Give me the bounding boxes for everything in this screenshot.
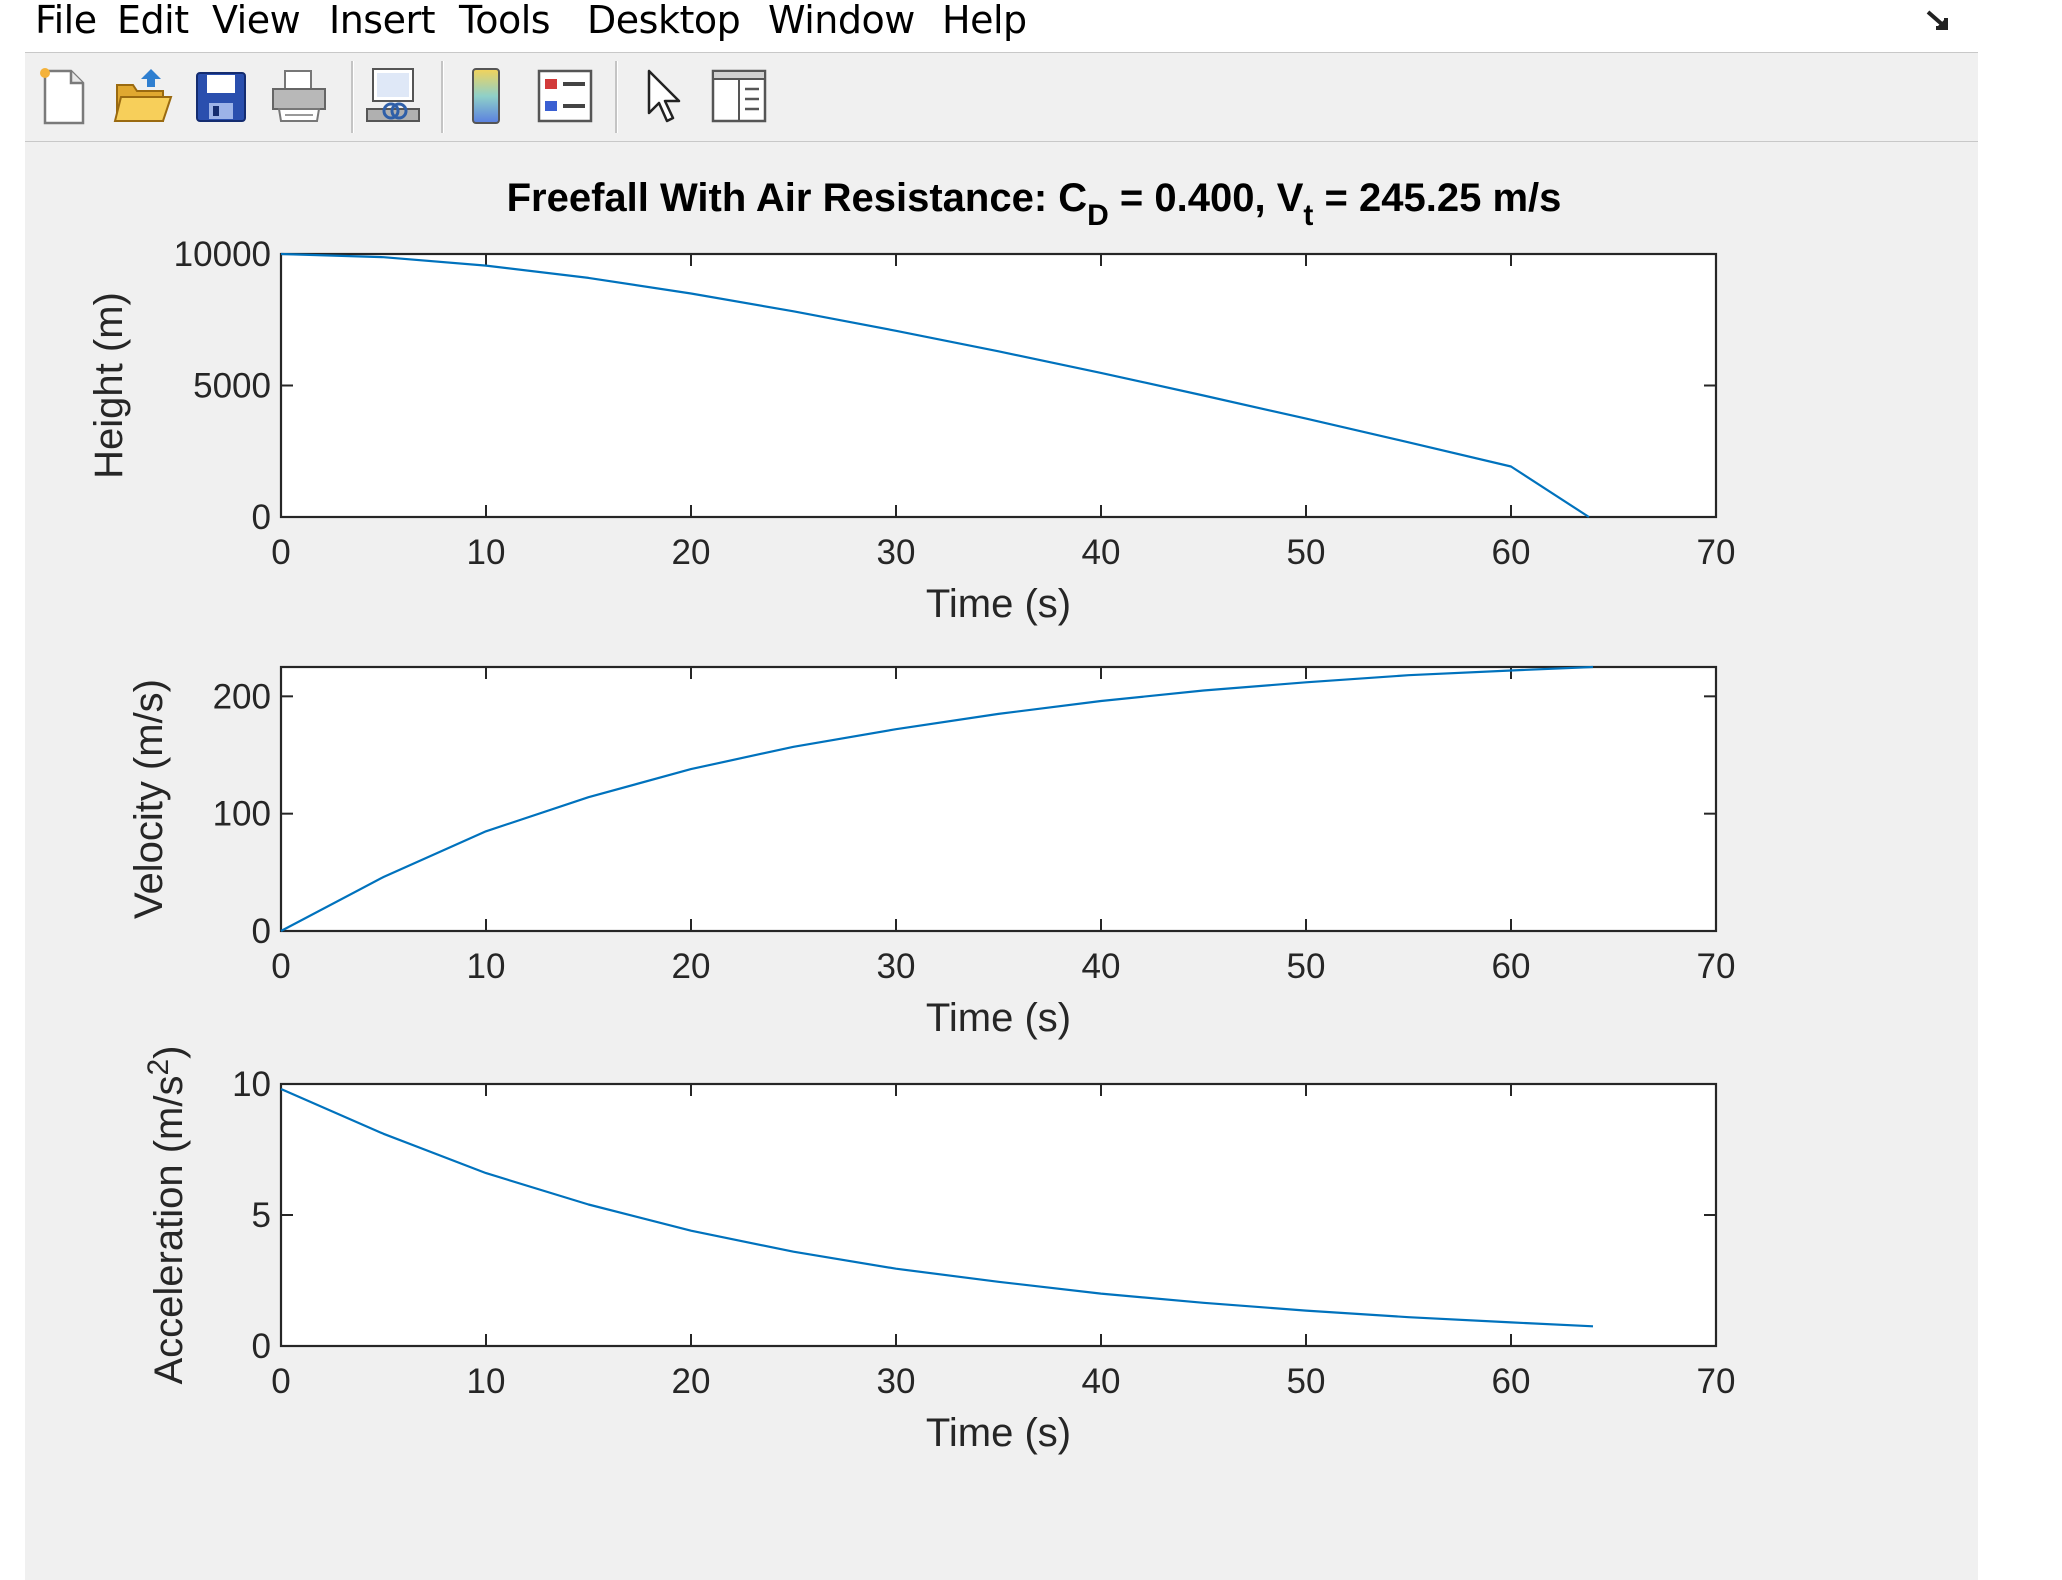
menu-desktop[interactable]: Desktop (587, 0, 741, 42)
y-tick-label: 5 (252, 1196, 271, 1235)
y-tick-label: 200 (213, 677, 271, 716)
pointer-icon[interactable] (629, 63, 693, 129)
x-tick-label: 50 (1287, 947, 1326, 986)
y-tick-label: 5000 (193, 367, 271, 406)
x-tick-label: 10 (467, 1362, 506, 1401)
y-axis-label: Acceleration (m/s2) (142, 1046, 191, 1385)
x-tick-label: 60 (1492, 533, 1531, 572)
y-tick-label: 100 (213, 795, 271, 834)
x-tick-label: 70 (1697, 1362, 1736, 1401)
menu-edit[interactable]: Edit (117, 0, 189, 42)
x-tick-label: 50 (1287, 1362, 1326, 1401)
x-tick-label: 40 (1082, 533, 1121, 572)
toolbar-separator (615, 61, 618, 133)
x-tick-label: 20 (672, 947, 711, 986)
y-axis-label: Velocity (m/s) (127, 679, 171, 919)
menu-view[interactable]: View (212, 0, 301, 42)
axes-box (279, 252, 1718, 519)
new-figure-icon[interactable] (31, 63, 95, 129)
x-tick-label: 70 (1697, 533, 1736, 572)
subplot-2[interactable]: 0 10 20 30 40 50 60 70 0 100 200 Time (s) Velocity (… (127, 665, 1736, 1040)
print-icon[interactable] (267, 63, 331, 129)
axes-box (279, 665, 1718, 933)
y-tick-label: 10000 (174, 235, 271, 274)
x-tick-label: 30 (877, 1362, 916, 1401)
legend-icon[interactable] (533, 63, 597, 129)
x-tick-label: 40 (1082, 947, 1121, 986)
dock-arrow-icon[interactable] (1924, 6, 1954, 36)
data-series-line (280, 665, 1594, 932)
toolbar (25, 53, 1978, 142)
toolbar-separator (351, 61, 354, 133)
link-plot-icon[interactable] (361, 63, 425, 129)
subplot-1[interactable]: 0 10 20 30 40 50 60 70 0 5000 10000 Time (s) Height … (87, 235, 1735, 626)
menu-tools[interactable]: Tools (459, 0, 551, 42)
x-tick-label: 40 (1082, 1362, 1121, 1401)
x-axis-label: Time (s) (926, 996, 1071, 1040)
x-tick-label: 10 (467, 533, 506, 572)
x-tick-label: 20 (672, 533, 711, 572)
menu-bar: File Edit View Insert Tools Desktop Wind… (25, 0, 1978, 53)
data-series-line (280, 252, 1590, 518)
x-tick-label: 0 (271, 947, 290, 986)
x-axis-label: Time (s) (926, 1411, 1071, 1455)
y-tick-label: 0 (252, 912, 271, 951)
open-file-icon[interactable] (111, 63, 175, 129)
subplot-3[interactable]: 0 10 20 30 40 50 60 70 0 5 10 Time (s) Acceleration … (142, 1046, 1735, 1456)
toolbar-separator (441, 61, 444, 133)
figure-canvas: Freefall With Air Resistance: CD = 0.400… (87, 176, 1735, 1455)
menu-window[interactable]: Window (768, 0, 915, 42)
save-icon[interactable] (189, 63, 253, 129)
y-axis-label: Height (m) (87, 292, 131, 479)
x-tick-label: 50 (1287, 533, 1326, 572)
x-tick-label: 30 (877, 533, 916, 572)
menu-insert[interactable]: Insert (329, 0, 436, 42)
y-tick-label: 10 (232, 1065, 271, 1104)
x-axis-label: Time (s) (926, 582, 1071, 626)
x-tick-label: 60 (1492, 947, 1531, 986)
x-tick-label: 10 (467, 947, 506, 986)
x-tick-label: 20 (672, 1362, 711, 1401)
y-tick-label: 0 (252, 498, 271, 537)
x-tick-label: 60 (1492, 1362, 1531, 1401)
figure-title: Freefall With Air Resistance: CD = 0.400… (507, 176, 1562, 232)
x-tick-label: 30 (877, 947, 916, 986)
data-series-line (280, 1087, 1594, 1328)
axes-box (279, 1082, 1718, 1348)
x-tick-label: 0 (271, 1362, 290, 1401)
figure-window: File Edit View Insert Tools Desktop Wind… (25, 0, 1978, 1580)
x-tick-label: 0 (271, 533, 290, 572)
menu-help[interactable]: Help (942, 0, 1027, 42)
colorbar-icon[interactable] (455, 63, 519, 129)
property-inspector-icon[interactable] (707, 63, 771, 129)
menu-file[interactable]: File (35, 0, 97, 42)
y-tick-label: 0 (252, 1327, 271, 1366)
x-tick-label: 70 (1697, 947, 1736, 986)
